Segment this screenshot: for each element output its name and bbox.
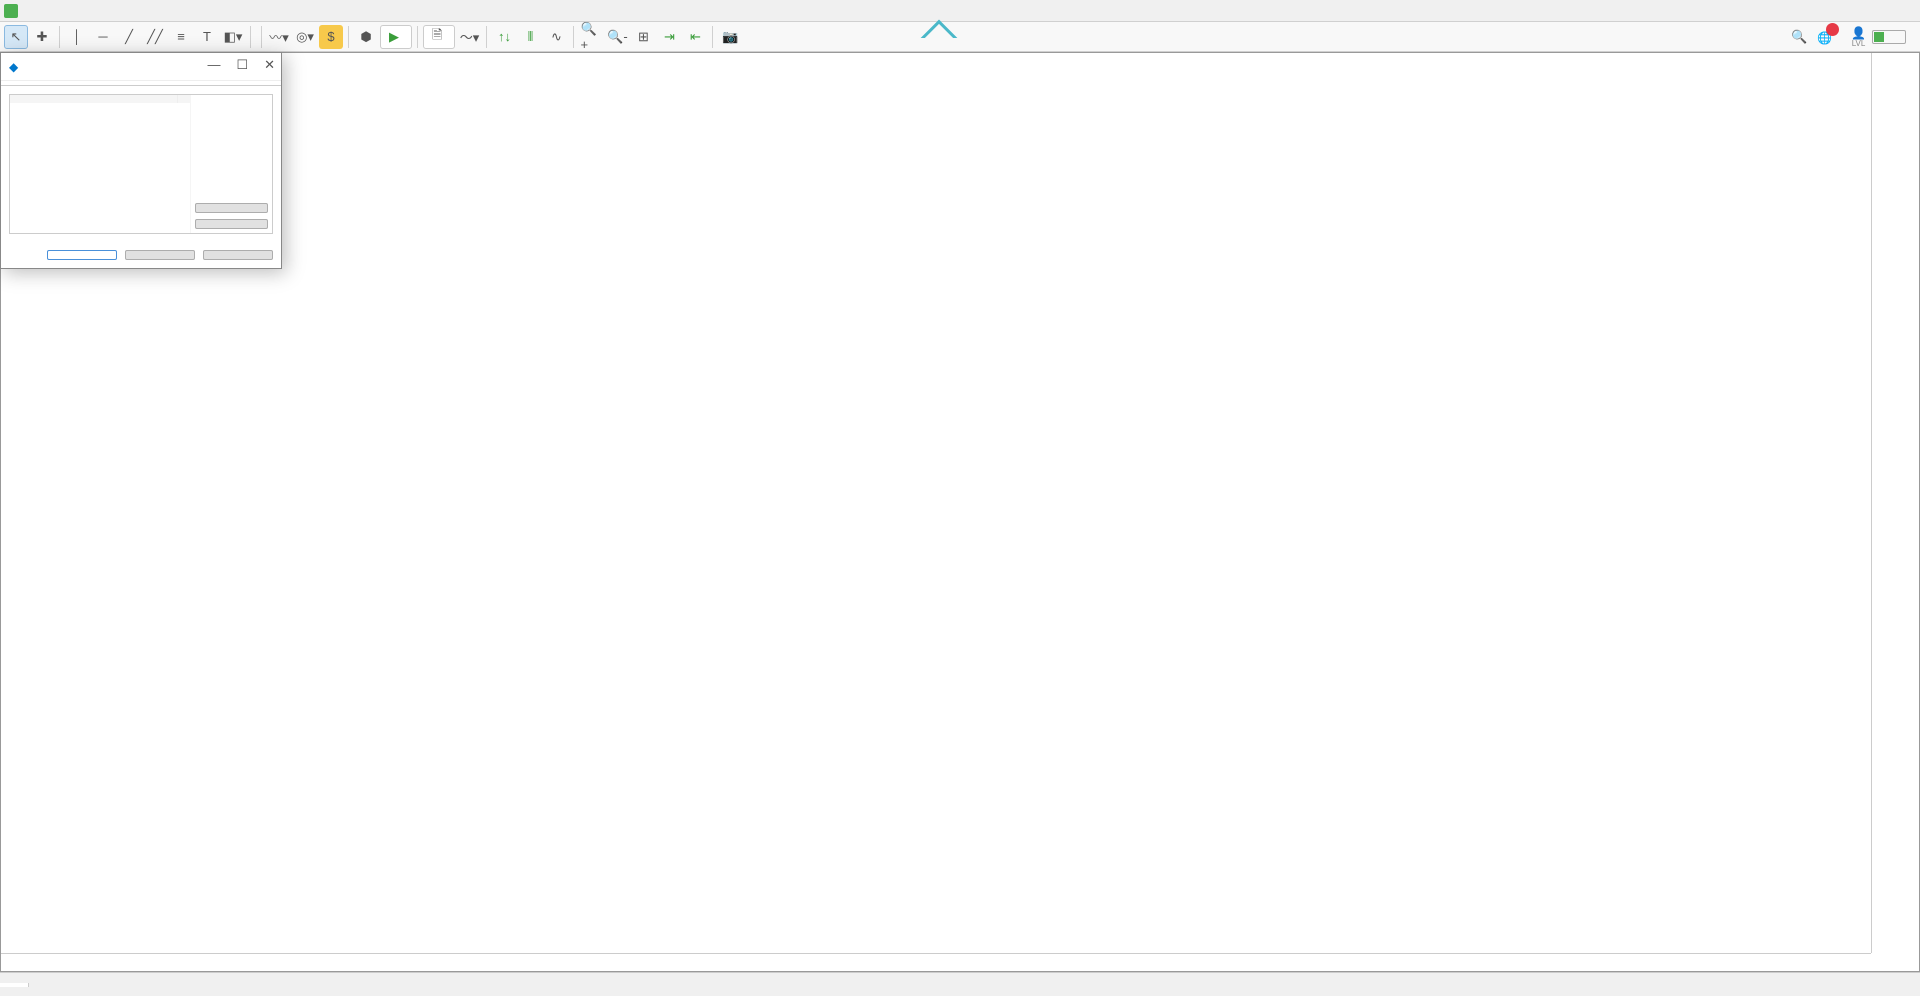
level-indicator: 👤LVL (1851, 26, 1866, 48)
chart-tab[interactable] (0, 983, 29, 987)
grid-header (10, 95, 190, 103)
objects-tool-icon[interactable]: ◧▾ (221, 25, 245, 49)
order-type-icon[interactable]: 〜▾ (457, 25, 481, 49)
grid-icon[interactable]: ⊞ (631, 25, 655, 49)
dialog-minimize-icon[interactable]: — (207, 57, 220, 73)
search-icon[interactable]: 🔍 (1787, 25, 1811, 49)
brand-logo (924, 23, 960, 51)
screenshot-icon[interactable]: 📷 (718, 25, 742, 49)
chart-type-icon[interactable]: 〰▾ (267, 25, 291, 49)
ok-button[interactable] (47, 250, 117, 260)
connection-indicator (1872, 30, 1906, 44)
brand-icon (924, 23, 952, 51)
strategy-icon[interactable]: ⬢ (354, 25, 378, 49)
cursor-tool-icon[interactable]: ↖ (4, 25, 28, 49)
reset-button[interactable] (203, 250, 273, 260)
app-logo-icon (4, 4, 18, 18)
hline-tool-icon[interactable]: ─ (91, 25, 115, 49)
signal-icon[interactable]: ∿ (544, 25, 568, 49)
shift-icon[interactable]: ⇥ (657, 25, 681, 49)
price-axis (1871, 53, 1919, 953)
dialog-close-icon[interactable]: ✕ (264, 57, 275, 73)
main-toolbar: ↖ ✚ │ ─ ╱ ╱╱ ≡ T ◧▾ 〰▾ ◎▾ $ ⬢ ▶ 🗎 〜▾ ↑↓ … (0, 22, 1920, 52)
trendline-tool-icon[interactable]: ╱ (117, 25, 141, 49)
cancel-button[interactable] (125, 250, 195, 260)
save-button[interactable] (195, 219, 268, 229)
indicator-icon[interactable]: ◎▾ (293, 25, 317, 49)
depth-icon[interactable]: ⫴ (518, 25, 542, 49)
bottom-tab-bar (0, 972, 1920, 996)
template-icon[interactable]: $ (319, 25, 343, 49)
dialog-titlebar[interactable]: ◆ — ☐ ✕ (1, 53, 281, 81)
dialog-maximize-icon[interactable]: ☐ (236, 57, 248, 73)
dialog-icon: ◆ (9, 60, 18, 74)
zoom-out-icon[interactable]: 🔍- (605, 25, 629, 49)
text-tool-icon[interactable]: T (195, 25, 219, 49)
vline-tool-icon[interactable]: │ (65, 25, 89, 49)
crosshair-tool-icon[interactable]: ✚ (30, 25, 54, 49)
algo-trading-button[interactable]: ▶ (380, 25, 412, 49)
notification-icon[interactable]: 🌐 (1817, 29, 1845, 45)
sort-icon[interactable]: ↑↓ (492, 25, 516, 49)
indicator-properties-dialog: ◆ — ☐ ✕ (0, 52, 282, 269)
autoscroll-icon[interactable]: ⇤ (683, 25, 707, 49)
new-order-button[interactable]: 🗎 (423, 25, 455, 49)
inputs-grid (9, 94, 273, 234)
channel-tool-icon[interactable]: ╱╱ (143, 25, 167, 49)
fibo-tool-icon[interactable]: ≡ (169, 25, 193, 49)
menu-bar (0, 0, 1920, 22)
chart-window: ⤢ (0, 52, 1920, 972)
load-button[interactable] (195, 203, 268, 213)
time-axis (1, 953, 1871, 971)
zoom-in-icon[interactable]: 🔍+ (579, 25, 603, 49)
